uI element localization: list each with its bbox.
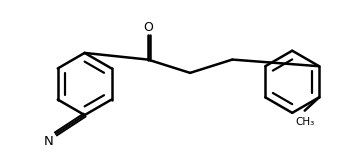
Text: O: O [143,21,153,34]
Text: CH₃: CH₃ [295,117,314,127]
Text: N: N [44,135,54,148]
